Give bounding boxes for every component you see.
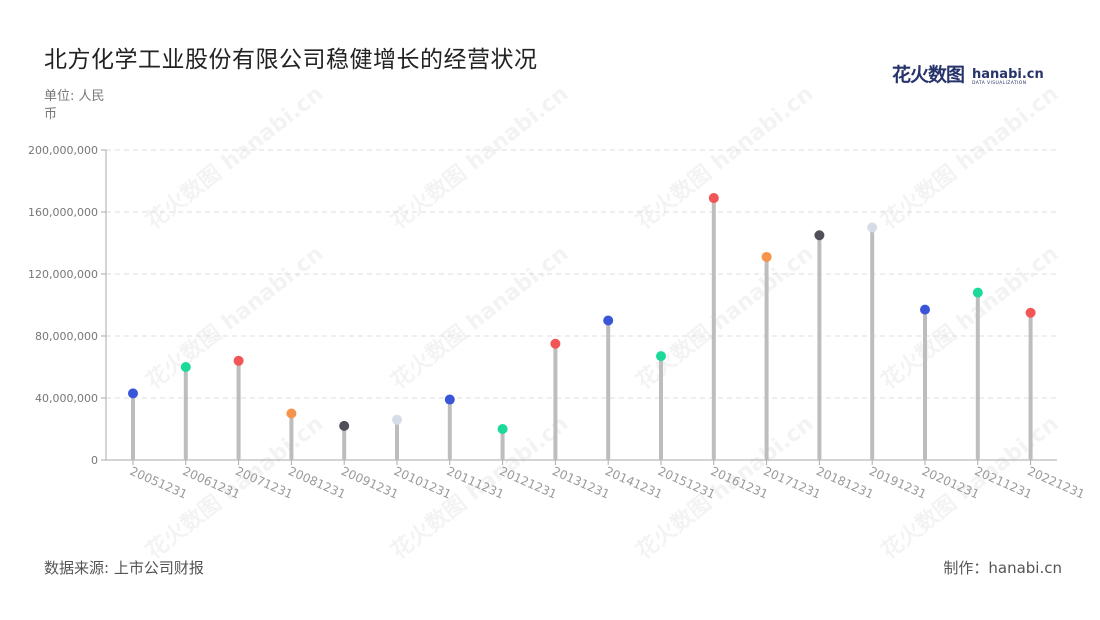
x-tick-label: 20171231 [761,464,822,502]
lollipop-point [920,304,930,315]
y-tick-label: 40,000,000 [35,392,98,405]
x-tick-label: 20161231 [709,464,770,502]
x-tick-label: 20121231 [497,464,558,502]
x-tick-label: 20081231 [286,464,347,502]
x-tick-label: 20111231 [445,464,506,502]
lollipop-point [128,388,138,399]
x-tick-label: 20091231 [339,464,400,502]
lollipop-point [180,362,191,372]
logo-subtitle: DATA VISUALIZATION [972,81,1027,86]
x-tick-label: 20061231 [181,464,242,502]
x-tick-label: 20131231 [550,464,611,502]
lollipop-point [497,424,508,434]
x-tick-label: 20141231 [603,464,664,502]
lollipop-point [339,420,350,431]
x-tick-label: 20051231 [128,464,189,502]
chart-title: 北方化学工业股份有限公司稳健增长的经营状况 [44,47,538,73]
x-tick-label: 20181231 [814,464,875,502]
lollipop-point [444,394,455,405]
logo-english-block: hanabi.cn DATA VISUALIZATION [972,68,1044,87]
x-tick-label: 20191231 [867,464,928,502]
brand-logo[interactable]: 花火数图 hanabi.cn DATA VISUALIZATION [892,60,1044,87]
y-tick-label: 120,000,000 [28,268,98,281]
lollipop-point [656,351,666,362]
x-tick-label: 20151231 [656,464,717,502]
lollipop-point [867,222,878,233]
x-tick-label: 20221231 [1025,464,1086,502]
x-tick-label: 20071231 [233,464,294,502]
lollipop-point [550,338,561,349]
lollipop-point [708,193,719,204]
x-tick-label: 20211231 [973,464,1034,502]
y-tick-label: 160,000,000 [28,206,98,219]
y-tick-label: 200,000,000 [28,144,98,157]
lollipop-point [233,355,244,366]
x-tick-label: 20201231 [920,464,981,502]
lollipop-point [392,414,402,425]
credit-text: 制作：hanabi.cn [943,559,1062,577]
logo-chinese-text: 花火数图 [892,64,965,86]
lollipop-point [761,251,772,262]
lollipop-point [1025,307,1036,318]
x-tick-label: 20101231 [392,464,453,502]
lollipop-point [603,315,614,326]
data-source: 数据来源: 上市公司财报 [44,559,204,577]
logo-english-text: hanabi.cn [972,67,1044,82]
y-tick-label: 80,000,000 [35,330,98,343]
lollipop-point [286,408,297,419]
lollipop-point [814,230,825,241]
lollipop-point [972,287,983,298]
y-tick-label: 0 [91,454,98,467]
unit-label: 单位: 人民币 [44,89,105,122]
